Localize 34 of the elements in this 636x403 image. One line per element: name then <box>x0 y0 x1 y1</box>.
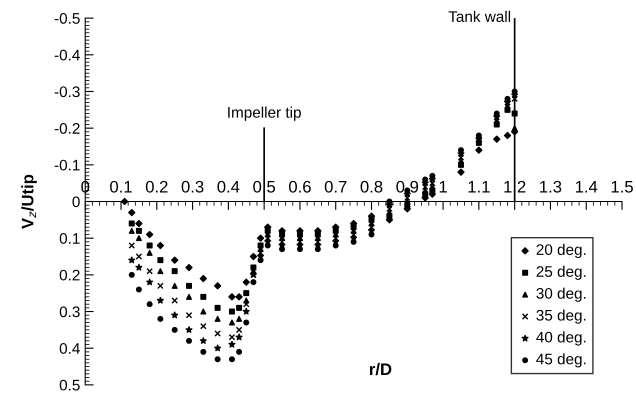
x-tick-label: 0.1 <box>110 180 132 193</box>
y-tick-label: -0.3 <box>54 86 80 98</box>
legend-label: 20 deg. <box>536 244 586 258</box>
y-tick-label: 0.3 <box>60 306 80 318</box>
legend-label: 40 deg. <box>536 331 586 346</box>
x-tick-label: 0.3 <box>182 180 204 193</box>
x-tick-label: 0.9 <box>396 180 418 193</box>
x-tick-label: 1.4 <box>576 181 598 192</box>
y-tick-label: -0.4 <box>54 50 80 60</box>
y-tick-label: 0.5 <box>60 380 80 391</box>
legend-label: 30 deg. <box>536 288 586 302</box>
legend-label: 45 deg. <box>536 353 586 368</box>
y-tick-label: -0.5 <box>54 13 80 24</box>
x-tick-label: 1 <box>440 181 447 192</box>
y-tick-label: 0.4 <box>60 343 80 354</box>
x-tick-label: 1.1 <box>468 181 490 192</box>
y-tick-label: 0.1 <box>60 233 80 244</box>
x-tick-label: 0.7 <box>324 180 346 193</box>
y-tick-label: -0.2 <box>54 123 80 134</box>
y-tick-label: -0.1 <box>54 160 80 171</box>
ref-line-label: Tank wall <box>448 10 510 22</box>
ref-line-label: Impeller tip <box>228 106 301 121</box>
x-tick-label: 1.5 <box>612 181 633 193</box>
x-axis-title: r/D <box>370 362 392 376</box>
x-tick-label: 0.6 <box>289 180 311 193</box>
y-tick-label: 0 <box>72 196 80 208</box>
legend-label: 25 deg. <box>536 266 586 280</box>
y-tick-label: 0.2 <box>60 270 80 281</box>
legend-label: 35 deg. <box>536 309 586 324</box>
x-tick-label: 0.2 <box>146 180 168 193</box>
y-axis-title: V$_{z}$/Utip <box>21 174 37 229</box>
x-tick-label: 0.8 <box>360 180 382 193</box>
x-tick-label: 0.4 <box>217 180 240 193</box>
x-tick-label: 1.3 <box>540 180 562 193</box>
